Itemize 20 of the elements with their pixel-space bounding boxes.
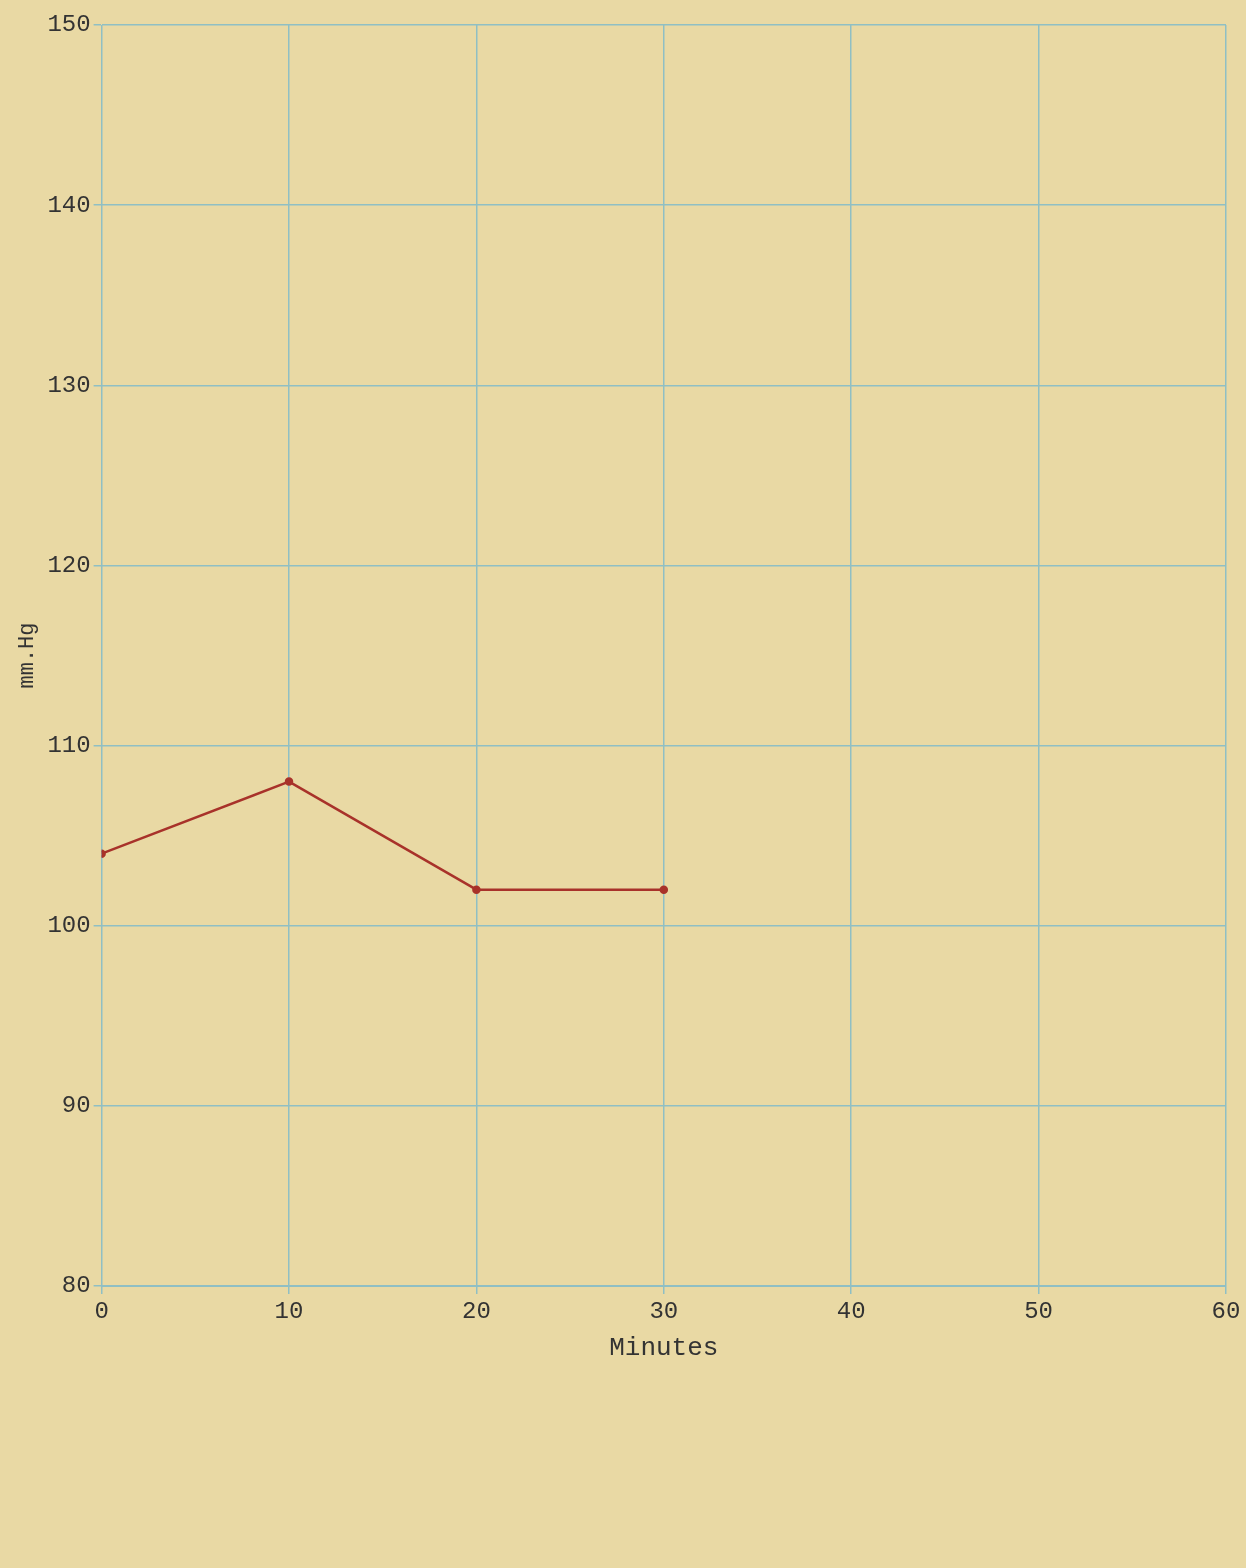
x-tick-label: 0 — [94, 1297, 109, 1325]
y-tick-label: 90 — [61, 1092, 91, 1120]
x-tick-label: 40 — [836, 1297, 866, 1325]
x-tick-label: 30 — [649, 1297, 679, 1325]
y-tick-label: 130 — [47, 371, 91, 399]
y-tick-label: 150 — [47, 11, 91, 39]
y-tick-label: 140 — [47, 191, 91, 219]
point — [659, 885, 669, 894]
x-tick-label: 20 — [462, 1297, 491, 1325]
point — [472, 885, 481, 894]
y-tick-label: 120 — [47, 551, 91, 579]
x-axis-title: Minutes — [609, 1333, 719, 1364]
x-tick-label: 10 — [274, 1297, 304, 1325]
x-tick-label: 60 — [1211, 1297, 1241, 1325]
point — [284, 777, 294, 786]
y-tick-label: 80 — [61, 1272, 91, 1300]
x-tick-label: 50 — [1024, 1297, 1054, 1325]
y-axis-title: mm.Hg — [15, 622, 41, 689]
y-tick-label: 100 — [47, 912, 91, 940]
y-tick-label: 110 — [47, 731, 91, 759]
